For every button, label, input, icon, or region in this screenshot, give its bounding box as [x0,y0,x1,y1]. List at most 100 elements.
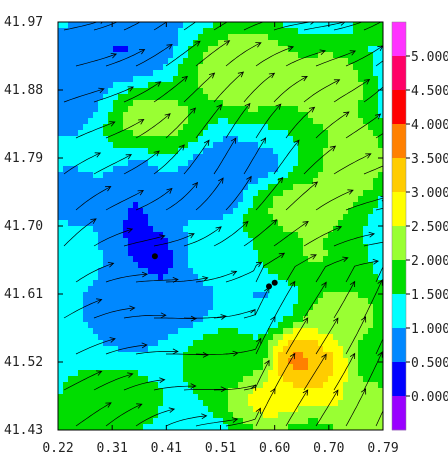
heatmap-cell [83,292,89,299]
heatmap-cell [248,46,254,53]
heatmap-cell [183,358,189,365]
heatmap-cell [133,166,139,173]
heatmap-cell [198,34,204,41]
heatmap-cell [233,352,239,359]
heatmap-cell [298,280,304,287]
heatmap-cell [243,148,249,155]
heatmap-cell [263,358,269,365]
heatmap-cell [123,82,129,89]
heatmap-cell [333,310,339,317]
heatmap-cell [268,148,274,155]
heatmap-cell [173,118,179,125]
heatmap-cell [133,358,139,365]
heatmap-cell [358,310,364,317]
heatmap-cell [363,172,369,179]
heatmap-cell [328,214,334,221]
heatmap-cell [308,172,314,179]
heatmap-cell [88,202,94,209]
heatmap-cell [73,64,79,71]
heatmap-cell [358,346,364,353]
heatmap-cell [73,406,79,413]
heatmap-cell [93,250,99,257]
heatmap-cell [183,238,189,245]
heatmap-cell [358,352,364,359]
heatmap-cell [343,64,349,71]
heatmap-cell [213,22,219,29]
heatmap-cell [118,148,124,155]
heatmap-cell [328,124,334,131]
heatmap-cell [358,364,364,371]
heatmap-cell [313,154,319,161]
heatmap-cell [248,22,254,29]
heatmap-cell [318,316,324,323]
heatmap-cell [228,136,234,143]
heatmap-cell [168,94,174,101]
heatmap-cell [258,46,264,53]
heatmap-cell [188,274,194,281]
heatmap-cell [83,304,89,311]
heatmap-cell [93,310,99,317]
heatmap-cell [363,130,369,137]
heatmap-cell [168,22,174,29]
heatmap-cell [88,232,94,239]
heatmap-cell [363,76,369,83]
heatmap-cell [133,286,139,293]
heatmap-cell [148,172,154,179]
heatmap-cell [333,154,339,161]
heatmap-cell [58,124,64,131]
heatmap-cell [258,358,264,365]
heatmap-cell [58,352,64,359]
heatmap-cell [308,202,314,209]
heatmap-cell [353,46,359,53]
heatmap-cell [268,298,274,305]
heatmap-cell [83,280,89,287]
heatmap-cell [243,388,249,395]
heatmap-cell [308,214,314,221]
heatmap-cell [353,100,359,107]
heatmap-cell [93,358,99,365]
heatmap-cell [273,82,279,89]
heatmap-cell [263,268,269,275]
heatmap-cell [83,334,89,341]
heatmap-cell [78,94,84,101]
heatmap-cell [173,46,179,53]
heatmap-cell [68,46,74,53]
streamline [255,177,283,211]
heatmap-cell [73,418,79,425]
heatmap-cell [208,250,214,257]
heatmap-cell [93,118,99,125]
heatmap-cell [243,178,249,185]
heatmap-cell [158,40,164,47]
streamline [63,218,97,247]
heatmap-cell [303,322,309,329]
heatmap-cell [183,316,189,323]
heatmap-cell [203,358,209,365]
heatmap-cell [88,322,94,329]
heatmap-cell [233,262,239,269]
heatmap-cell [93,112,99,119]
heatmap-cell [128,184,134,191]
heatmap-cell [93,364,99,371]
heatmap-cell [283,268,289,275]
heatmap-cell [263,406,269,413]
streamline [303,226,342,247]
heatmap-cell [308,346,314,353]
heatmap-cell [333,268,339,275]
heatmap-cell [108,388,114,395]
heatmap-cell [158,64,164,71]
heatmap-cell [93,52,99,59]
heatmap-cell [163,196,169,203]
heatmap-cell [253,196,259,203]
heatmap-cell [143,94,149,101]
streamline-arrowhead [202,352,209,358]
heatmap-cell [363,28,369,35]
heatmap-cell [248,418,254,425]
heatmap-cell [133,316,139,323]
heatmap-cell [268,184,274,191]
heatmap-cell [158,388,164,395]
heatmap-cell [273,40,279,47]
streamline-arrowhead [105,402,112,408]
streamline-arrowhead [342,256,349,262]
heatmap-cell [353,154,359,161]
heatmap-cell [303,328,309,335]
